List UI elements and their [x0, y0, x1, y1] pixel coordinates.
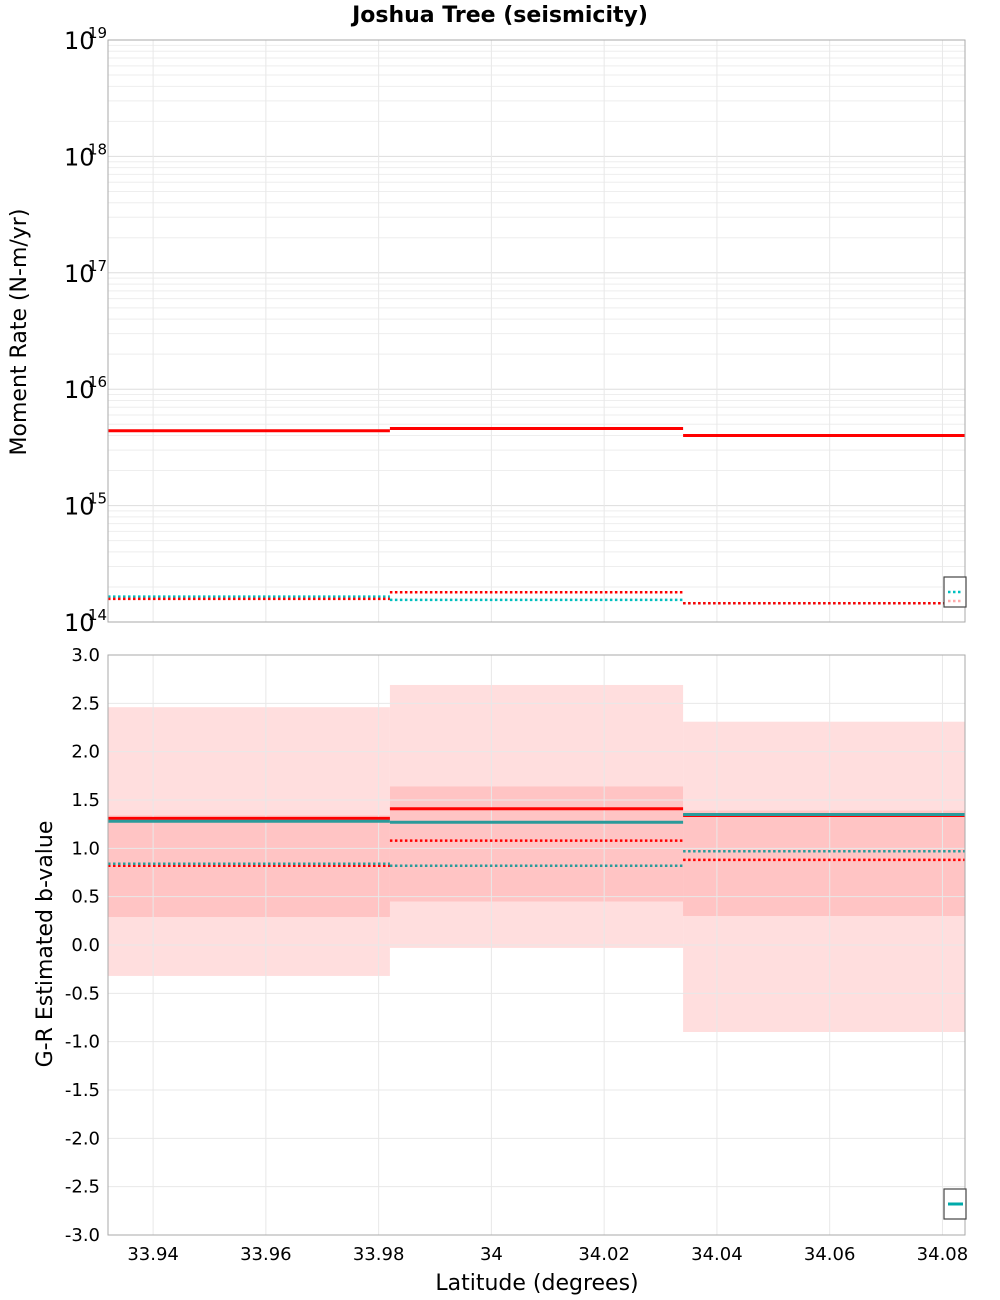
bottom-y-axis-label: G-R Estimated b-value [33, 821, 58, 1068]
y-tick-label-exponent: 15 [88, 490, 107, 508]
x-tick-label: 33.98 [353, 1244, 405, 1265]
y-tick-label: 2.5 [71, 693, 100, 714]
y-tick-label: -2.5 [65, 1177, 100, 1198]
y-tick-label-exponent: 19 [88, 24, 107, 42]
y-tick-label-base: 10 [64, 376, 95, 404]
plot-area [108, 40, 965, 622]
y-tick-label-base: 10 [64, 609, 95, 637]
confidence-band-1-bin-1 [389, 786, 684, 902]
plot-frame [107, 39, 966, 623]
x-tick-label: 34.02 [578, 1244, 630, 1265]
x-tick-label: 34 [480, 1244, 503, 1265]
b-value-panel: -3.0 -2.5 -2.0 -1.5 -1.0 -0.5 0.0 0.5 1.0 1.5 2.0 2… [65, 645, 968, 1265]
top-y-axis-label: Moment Rate (N-m/yr) [7, 209, 32, 456]
y-tick-label-exponent: 16 [88, 373, 107, 391]
x-tick-label: 34.06 [804, 1244, 856, 1265]
y-tick-label: -3.0 [65, 1225, 100, 1246]
y-tick-label-base: 10 [64, 27, 95, 55]
y-tick-label-base: 10 [64, 260, 95, 288]
x-tick-label: 33.94 [127, 1244, 179, 1265]
x-tick-label: 34.08 [917, 1244, 969, 1265]
y-tick-label: -1.0 [65, 1032, 100, 1053]
y-tick-label: -0.5 [65, 983, 100, 1004]
y-tick-label-exponent: 14 [88, 606, 107, 624]
grid-lines [108, 654, 965, 1236]
y-tick-label-exponent: 17 [88, 257, 107, 275]
y-tick-label: 1.0 [71, 838, 100, 859]
plot-frame [107, 654, 966, 1236]
confidence-band-1-bin-2 [683, 810, 965, 916]
y-tick-label: 0.5 [71, 887, 100, 908]
y-tick-label: 1.5 [71, 790, 100, 811]
x-tick-label: 34.04 [691, 1244, 743, 1265]
grid-lines [108, 40, 965, 623]
y-tick-label: 0.0 [71, 935, 100, 956]
x-tick-label: 33.96 [240, 1244, 292, 1265]
y-tick-label-base: 10 [64, 143, 95, 171]
x-axis-label: Latitude (degrees) [435, 1271, 638, 1296]
y-tick-label: 2.0 [71, 742, 100, 763]
y-tick-label: 3.0 [71, 645, 100, 666]
chart-title: Joshua Tree (seismicity) [350, 3, 648, 28]
y-tick-label-exponent: 18 [88, 140, 107, 158]
y-tick-label-base: 10 [64, 493, 95, 521]
y-tick-label: -2.0 [65, 1128, 100, 1149]
y-tick-label: -1.5 [65, 1080, 100, 1101]
